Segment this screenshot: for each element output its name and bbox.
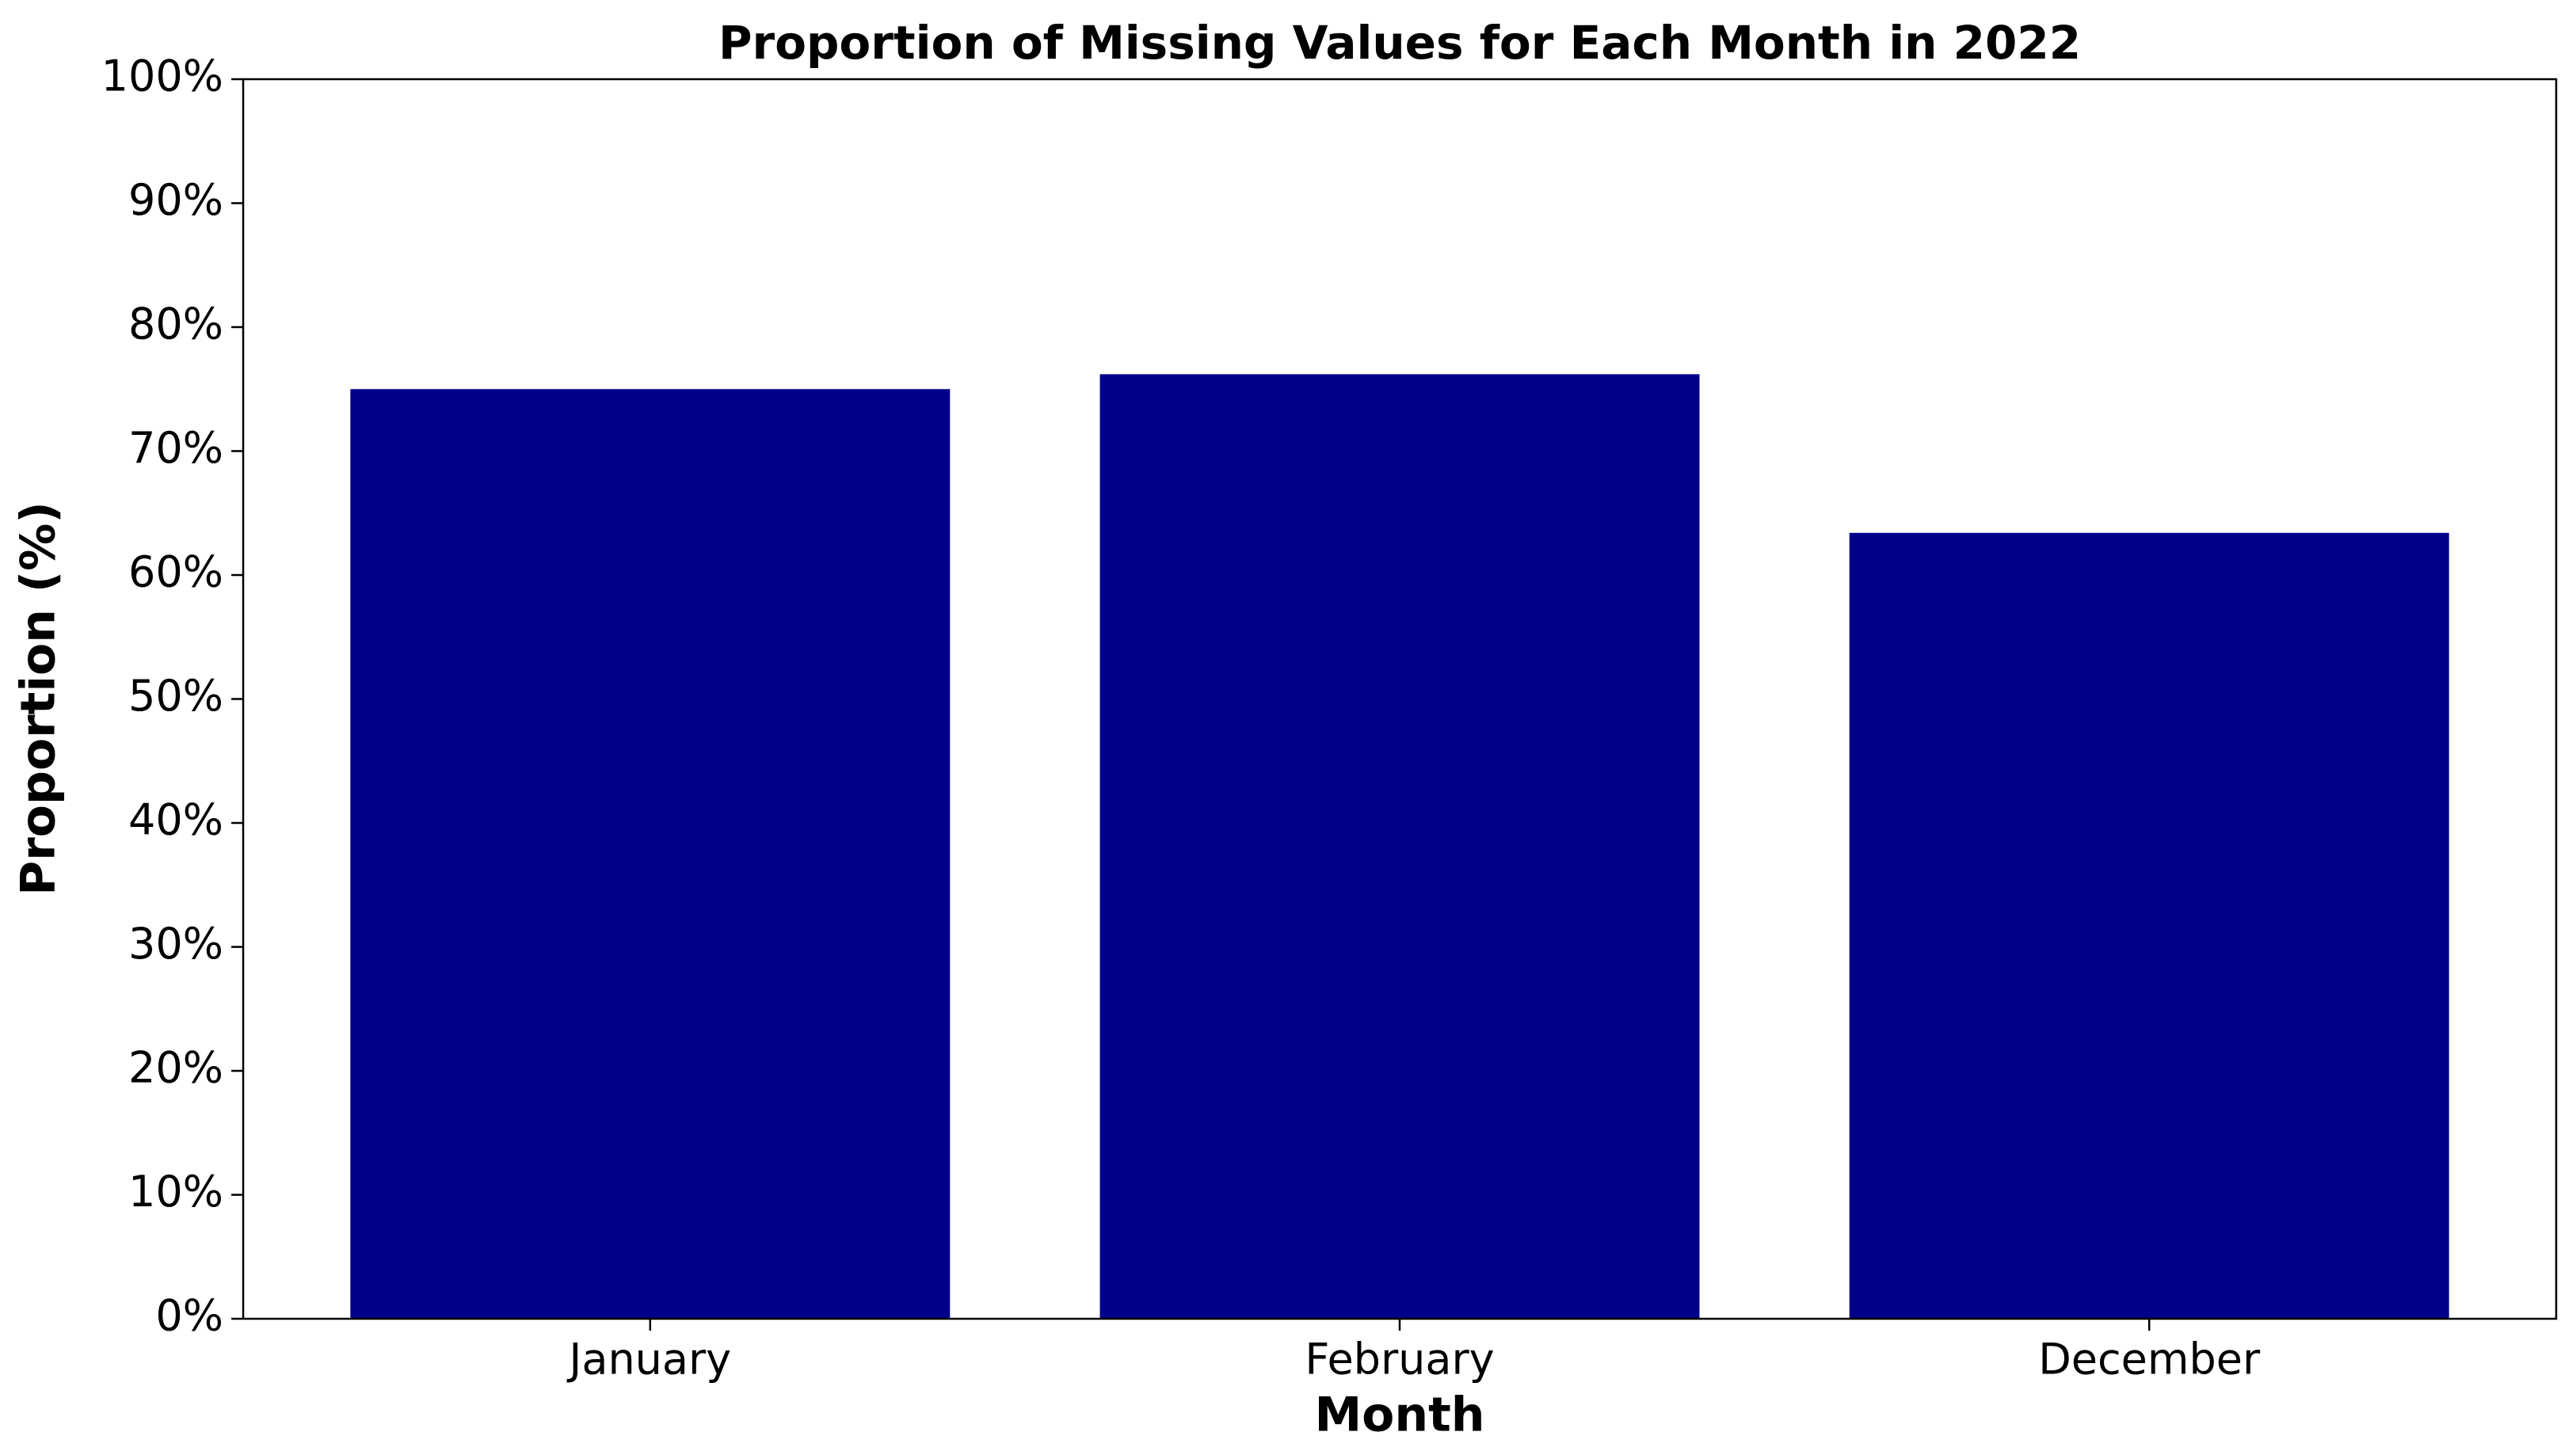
bar [350,389,951,1319]
y-tick-label: 50% [128,671,223,721]
y-tick-label: 40% [128,795,223,845]
x-tick-label: February [1305,1335,1494,1385]
x-tick-label: December [2038,1335,2261,1385]
bar [1099,374,1700,1320]
y-tick-label: 10% [128,1167,223,1217]
y-tick-label: 20% [128,1043,223,1093]
y-tick-label: 70% [128,423,223,473]
y-tick-label: 90% [128,175,223,225]
plot-frame [242,78,2558,1320]
y-tick-label: 30% [128,919,223,969]
y-tick-label: 0% [155,1291,223,1341]
chart-title: Proportion of Missing Values for Each Mo… [718,16,2081,70]
y-tick-label: 60% [128,547,223,597]
x-axis-label: Month [1314,1388,1484,1443]
x-tick-label: January [566,1335,731,1385]
y-tick-label: 100% [101,51,223,101]
y-axis-label: Proportion (%) [11,501,67,896]
y-tick-label: 80% [128,299,223,349]
bar [1849,532,2449,1319]
